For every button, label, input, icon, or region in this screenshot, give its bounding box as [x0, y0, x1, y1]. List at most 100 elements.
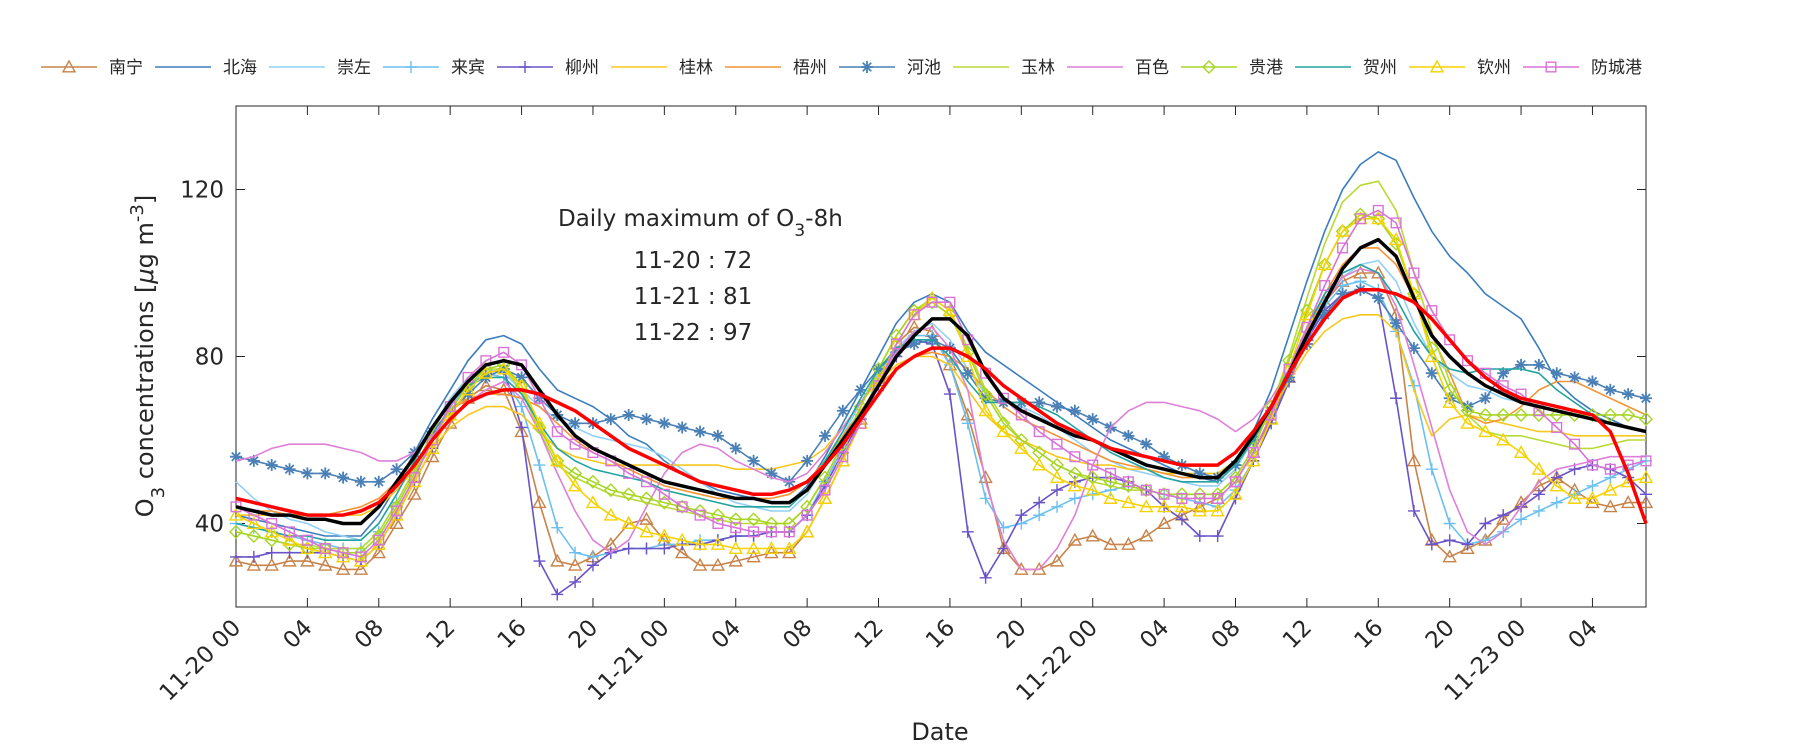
marker: [1317, 257, 1332, 271]
marker: [1158, 488, 1170, 500]
marker: [728, 512, 743, 527]
marker: [230, 550, 242, 563]
marker: [1085, 482, 1100, 496]
marker: [676, 501, 688, 513]
marker: [1337, 242, 1349, 254]
marker: [230, 450, 242, 463]
marker: [585, 495, 601, 509]
marker: [247, 550, 260, 563]
marker: [747, 454, 760, 467]
marker: [622, 542, 635, 555]
marker: [1585, 491, 1600, 504]
annotation-line: 11-22 : 97: [634, 320, 752, 346]
marker: [372, 475, 385, 488]
marker: [532, 495, 547, 509]
legend-label: 来宾: [451, 58, 485, 78]
y-axis-label-part: -3: [127, 204, 148, 222]
legend-label: 贵港: [1249, 58, 1283, 78]
marker: [1424, 349, 1440, 362]
marker: [782, 541, 797, 555]
marker: [391, 505, 403, 517]
x-tick-label: 04: [1564, 615, 1603, 654]
marker: [603, 483, 618, 498]
marker: [390, 463, 403, 476]
marker: [854, 383, 867, 396]
legend-marker: [1202, 60, 1216, 74]
marker: [1443, 534, 1456, 547]
marker: [1067, 478, 1083, 492]
marker: [1621, 407, 1636, 422]
marker: [373, 534, 385, 546]
marker: [1014, 433, 1029, 447]
marker: [335, 561, 351, 575]
marker: [1425, 538, 1438, 551]
marker: [1638, 470, 1654, 484]
marker: [318, 557, 333, 571]
marker: [1051, 438, 1063, 450]
marker: [1193, 530, 1206, 543]
marker: [1551, 421, 1563, 433]
marker: [765, 526, 777, 538]
marker: [728, 553, 743, 567]
x-tick-label: 04: [1135, 615, 1174, 654]
marker: [694, 425, 707, 438]
marker: [979, 392, 992, 405]
marker: [1049, 470, 1065, 484]
marker: [764, 541, 779, 555]
x-tick-label: 20: [992, 615, 1031, 654]
marker: [301, 467, 314, 480]
marker: [889, 328, 904, 343]
marker: [1140, 484, 1152, 496]
marker: [1317, 257, 1332, 272]
marker: [569, 546, 582, 559]
marker: [729, 442, 742, 455]
marker: [1390, 317, 1403, 330]
x-tick-label: 08: [350, 615, 389, 654]
marker: [1568, 371, 1581, 384]
marker: [1175, 513, 1188, 526]
x-tick-label: 20: [1421, 615, 1460, 654]
marker: [1103, 474, 1118, 489]
marker: [425, 433, 440, 447]
legend-item: 防城港: [1523, 58, 1642, 78]
marker: [337, 471, 350, 484]
marker: [1228, 486, 1243, 500]
marker: [551, 588, 564, 601]
y-axis-label-part: μ: [131, 268, 159, 284]
legend-item: 贵港: [1181, 58, 1283, 78]
marker: [712, 518, 724, 530]
marker: [1532, 504, 1545, 517]
legend-label: 防城港: [1591, 58, 1642, 78]
marker: [694, 509, 706, 521]
marker: [1444, 334, 1456, 346]
marker: [408, 472, 420, 484]
marker: [228, 553, 244, 567]
x-tick-label: 12: [421, 615, 460, 654]
marker: [1247, 447, 1259, 459]
marker: [782, 545, 797, 559]
marker: [675, 545, 690, 559]
marker: [1086, 413, 1099, 426]
marker: [961, 525, 974, 538]
marker: [640, 542, 653, 555]
marker: [1479, 392, 1492, 405]
marker: [282, 532, 297, 546]
series-line: [235, 151, 1647, 537]
marker: [746, 512, 761, 527]
marker: [1622, 388, 1635, 401]
marker: [389, 516, 404, 529]
marker: [657, 528, 672, 542]
x-tick-label: 08: [1207, 615, 1246, 654]
marker: [355, 551, 367, 563]
legend-item: 百色: [1067, 58, 1169, 78]
marker: [1210, 503, 1225, 517]
marker: [675, 532, 690, 546]
marker: [1569, 438, 1581, 450]
marker: [961, 417, 974, 430]
marker: [890, 338, 902, 350]
marker: [1390, 217, 1402, 229]
marker: [246, 516, 262, 529]
marker: [711, 429, 724, 442]
marker: [319, 467, 332, 480]
